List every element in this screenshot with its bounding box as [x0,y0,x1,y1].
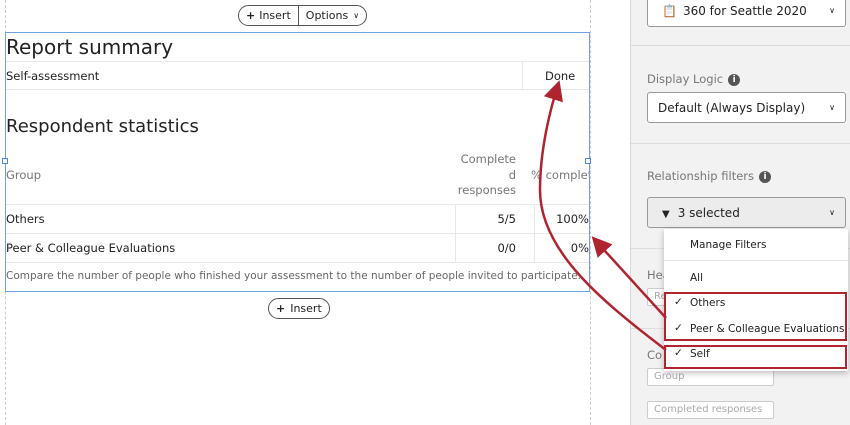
columns-label: Co [647,348,663,362]
row-percent: 0% [570,241,589,255]
stats-header-row: Group Complete d responses % complete [6,150,589,205]
annotation-arrow [538,80,667,351]
footnote: Compare the number of people who finishe… [6,270,582,282]
check-icon: ✓ [674,322,683,334]
filter-dropdown-menu: Manage Filters All ✓ Others ✓ Peer & Col… [664,229,848,371]
plus-icon: + [246,9,256,22]
filter-icon: ▼ [662,208,670,220]
check-icon: ✓ [674,347,683,359]
column-header-completed: Complete d responses [457,152,516,197]
annotation-box [664,345,847,369]
filter-item-self[interactable]: Self [690,348,710,360]
row-completed: 5/5 [497,212,516,226]
summary-label: Self-assessment [6,69,100,83]
manage-filters-item[interactable]: Manage Filters [690,239,767,251]
insert-options-toolbar: + Insert Options ∨ [238,5,368,26]
column-header-group: Group [6,168,42,182]
options-button[interactable]: Options ∨ [297,6,366,25]
stats-title: Respondent statistics [6,116,199,137]
info-icon[interactable]: i [728,73,741,86]
report-summary-block[interactable]: Report summary Self-assessment Done Resp… [2,32,591,292]
filter-item-all[interactable]: All [690,272,704,284]
row-group: Others [6,212,45,226]
resize-handle[interactable] [585,158,591,164]
report-canvas: + Insert Options ∨ Report summary Self-ass… [2,0,591,425]
annotation-arrow [591,236,667,319]
relationship-filters-select[interactable]: ▼ 3 selected ∨ [647,197,846,228]
filter-item-others[interactable]: Others [690,297,726,309]
clipboard-icon: 📋 [662,3,677,18]
chevron-down-icon: ∨ [829,103,835,112]
display-logic-label: Display Logic i [647,72,741,86]
insert-button[interactable]: + Insert [246,9,291,22]
guide-line [590,0,591,425]
chevron-down-icon: ∨ [829,6,835,15]
filter-item-peer[interactable]: Peer & Colleague Evaluations [690,323,845,335]
bottom-insert-button[interactable]: + Insert [268,298,330,319]
column-header-percent: % complete [531,168,589,182]
resize-handle[interactable] [2,158,8,164]
row-group: Peer & Colleague Evaluations [6,241,176,255]
summary-value: Done [545,69,576,83]
row-percent: 100% [556,212,589,226]
row-completed: 0/0 [497,241,516,255]
display-logic-select[interactable]: Default (Always Display) ∨ [647,92,846,123]
chevron-down-icon: ∨ [829,208,835,217]
project-select[interactable]: 📋 360 for Seattle 2020 ∨ [647,0,846,27]
table-row: Peer & Colleague Evaluations 0/0 0% [6,234,589,263]
check-icon: ✓ [674,296,683,308]
relationship-filters-label: Relationship filters i [647,169,771,183]
completed-responses-input[interactable]: Completed responses [647,401,774,419]
table-row: Others 5/5 100% [6,205,589,234]
summary-row: Self-assessment Done [6,61,589,90]
report-title: Report summary [6,35,174,59]
info-icon[interactable]: i [759,170,771,183]
chevron-down-icon: ∨ [353,11,360,20]
plus-icon: + [276,302,286,315]
